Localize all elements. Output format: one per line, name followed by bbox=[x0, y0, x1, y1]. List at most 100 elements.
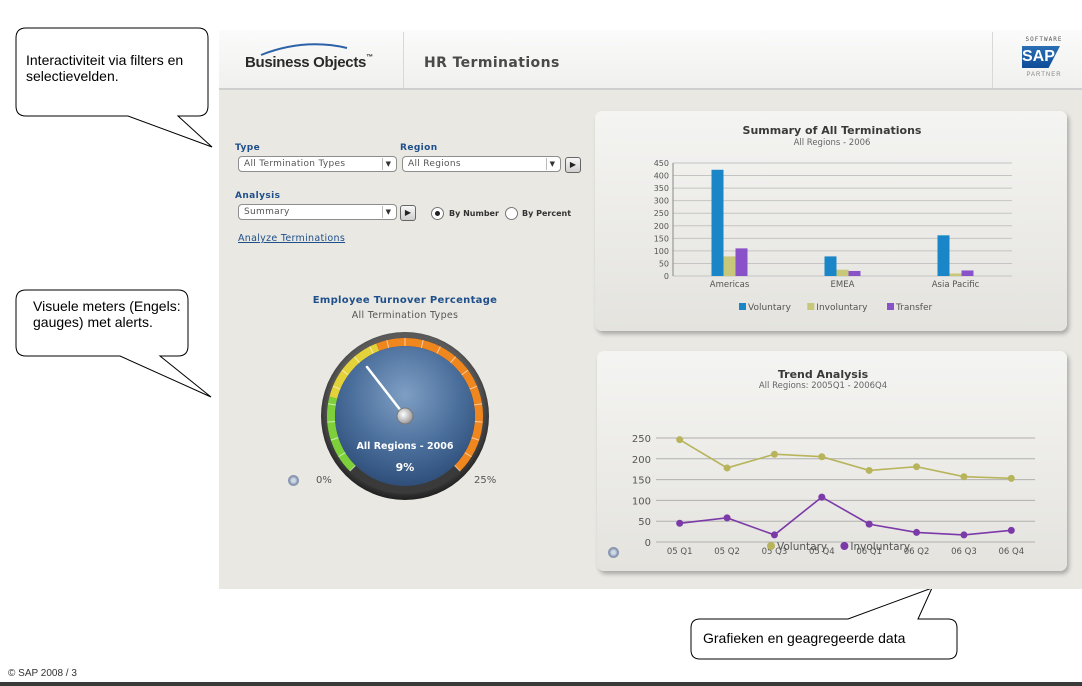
by-percent-radio[interactable] bbox=[505, 207, 518, 220]
bar-ytick-label: 0 bbox=[664, 272, 669, 281]
by-number-label[interactable]: By Number bbox=[449, 209, 499, 218]
line-point-involuntary[interactable] bbox=[818, 493, 826, 501]
line-point-involuntary[interactable] bbox=[960, 531, 968, 539]
callout-filters-text: Interactiviteit via filters en selectiev… bbox=[26, 52, 184, 84]
sap-software-label: SOFTWARE bbox=[1025, 36, 1063, 43]
line-series-voluntary bbox=[679, 438, 1012, 480]
line-point-involuntary[interactable] bbox=[723, 514, 731, 522]
gauge-tick bbox=[369, 346, 374, 354]
chevron-down-icon[interactable]: ▼ bbox=[382, 206, 394, 218]
line-ytick-label: 150 bbox=[632, 476, 651, 487]
bar-involuntary-asia-pacific[interactable] bbox=[949, 273, 962, 276]
gauge-tick bbox=[420, 340, 424, 349]
gauge-tick bbox=[469, 385, 478, 390]
bar-involuntary-emea[interactable] bbox=[836, 269, 849, 276]
summary-chart-title: Summary of All Terminations bbox=[743, 124, 922, 137]
gauge-min-label: 0% bbox=[316, 475, 332, 486]
line-point-voluntary[interactable] bbox=[913, 463, 921, 471]
line-point-voluntary[interactable] bbox=[1007, 474, 1015, 482]
line-point-involuntary[interactable] bbox=[865, 520, 873, 528]
gauge-tick bbox=[353, 356, 360, 364]
gauge-tick bbox=[471, 437, 480, 441]
gauge-tick bbox=[386, 340, 390, 349]
gauge-tick bbox=[474, 403, 483, 406]
callout-bubble-charts bbox=[690, 587, 958, 660]
region-label: Region bbox=[400, 143, 438, 153]
bar-category-label: Asia Pacific bbox=[932, 280, 980, 290]
line-category-label: 06 Q2 bbox=[904, 547, 930, 557]
analysis-select[interactable]: Summary ▼ bbox=[238, 204, 397, 220]
trend-chart-title: Trend Analysis bbox=[778, 368, 869, 381]
bar-voluntary-americas[interactable] bbox=[711, 169, 724, 276]
line-category-label: 06 Q3 bbox=[951, 547, 977, 557]
gauge-tick bbox=[450, 356, 457, 364]
line-point-involuntary[interactable] bbox=[770, 531, 778, 539]
analysis-go-button[interactable]: ▶ bbox=[400, 205, 416, 221]
gauge-tick bbox=[327, 420, 336, 423]
line-category-label: 06 Q1 bbox=[856, 547, 882, 557]
gauge-tick bbox=[349, 465, 356, 472]
line-point-voluntary[interactable] bbox=[770, 450, 778, 458]
by-percent-label[interactable]: By Percent bbox=[522, 209, 572, 218]
bar-ytick-label: 300 bbox=[654, 197, 669, 206]
analyze-terminations-link[interactable]: Analyze Terminations bbox=[238, 233, 346, 244]
bar-ytick-label: 250 bbox=[654, 209, 669, 218]
line-point-voluntary[interactable] bbox=[960, 473, 968, 481]
analysis-label: Analysis bbox=[235, 191, 281, 201]
chevron-down-icon[interactable]: ▼ bbox=[382, 158, 394, 170]
dashboard: Business Objects™ HR Terminations SOFTWA… bbox=[219, 30, 1082, 589]
turnover-gauge: All Regions - 2006 9% bbox=[321, 332, 489, 500]
type-select[interactable]: All Termination Types ▼ bbox=[238, 156, 397, 172]
bar-voluntary-emea[interactable] bbox=[824, 256, 837, 276]
line-category-label: 05 Q4 bbox=[809, 547, 835, 557]
line-point-voluntary[interactable] bbox=[723, 464, 731, 472]
gauge-tick bbox=[436, 346, 441, 354]
line-point-involuntary[interactable] bbox=[1007, 526, 1015, 534]
line-ytick-label: 100 bbox=[632, 496, 651, 507]
summary-bar-chart: Summary of All Terminations All Regions … bbox=[654, 124, 1012, 313]
line-ytick-label: 0 bbox=[645, 538, 651, 549]
line-ytick-label: 250 bbox=[632, 434, 651, 445]
line-point-voluntary[interactable] bbox=[818, 453, 826, 461]
bar-transfer-americas[interactable] bbox=[735, 248, 748, 276]
legend-label: Involuntary bbox=[816, 303, 868, 313]
bar-transfer-asia-pacific[interactable] bbox=[961, 270, 974, 276]
summary-chart-panel: Summary of All Terminations All Regions … bbox=[595, 111, 1067, 331]
gauge-tick bbox=[332, 385, 341, 390]
legend-label: Voluntary bbox=[777, 541, 827, 553]
gauge-tick bbox=[461, 369, 469, 376]
legend-swatch bbox=[887, 303, 894, 310]
legend-marker bbox=[840, 542, 849, 550]
legend-marker bbox=[767, 542, 775, 550]
gauge-settings-icon[interactable] bbox=[288, 475, 299, 486]
trend-settings-icon[interactable] bbox=[608, 547, 619, 558]
gauge-tick bbox=[330, 437, 339, 441]
region-go-button[interactable]: ▶ bbox=[565, 157, 581, 173]
line-category-label: 05 Q3 bbox=[762, 547, 788, 557]
bar-transfer-emea[interactable] bbox=[848, 270, 861, 276]
legend-label: Voluntary bbox=[748, 303, 792, 313]
line-point-voluntary[interactable] bbox=[676, 436, 684, 444]
line-ytick-label: 50 bbox=[638, 517, 651, 528]
callout-charts-text: Grafieken en geagregeerde data bbox=[703, 630, 906, 646]
bar-category-label: Americas bbox=[710, 280, 750, 290]
gauge-hub bbox=[396, 407, 414, 425]
line-series-involuntary bbox=[679, 496, 1012, 536]
chevron-down-icon[interactable]: ▼ bbox=[546, 158, 558, 170]
header-divider bbox=[403, 32, 404, 88]
by-number-radio[interactable] bbox=[431, 207, 444, 220]
gauge-title: Employee Turnover Percentage bbox=[312, 295, 498, 306]
line-point-involuntary[interactable] bbox=[676, 519, 684, 527]
bar-ytick-label: 200 bbox=[654, 222, 669, 231]
bar-involuntary-americas[interactable] bbox=[723, 256, 736, 276]
line-point-involuntary[interactable] bbox=[913, 528, 921, 536]
bar-ytick-label: 450 bbox=[654, 159, 669, 168]
bar-category-label: EMEA bbox=[831, 280, 855, 290]
bar-ytick-label: 350 bbox=[654, 184, 669, 193]
legend-label: Transfer bbox=[895, 303, 932, 313]
region-select[interactable]: All Regions ▼ bbox=[402, 156, 561, 172]
page-title: HR Terminations bbox=[424, 55, 560, 71]
bar-ytick-label: 400 bbox=[654, 172, 669, 181]
bar-voluntary-asia-pacific[interactable] bbox=[937, 235, 950, 276]
line-point-voluntary[interactable] bbox=[865, 466, 873, 474]
